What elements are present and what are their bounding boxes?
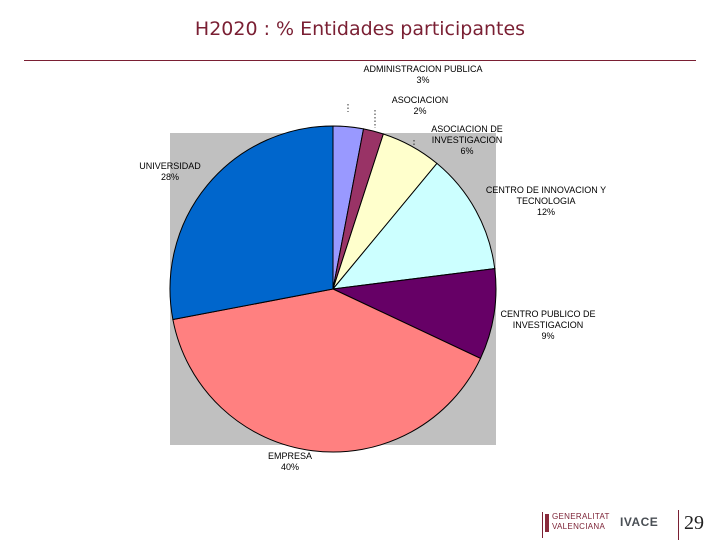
title-divider: [24, 60, 696, 61]
footer-divider-right: [678, 510, 679, 540]
slice-label: ASOCIACION 2%: [392, 95, 449, 116]
slice-label: UNIVERSIDAD 28%: [139, 161, 201, 182]
slice-label: EMPRESA 40%: [268, 451, 312, 472]
page-number: 29: [684, 512, 704, 534]
footer-divider-left: [542, 512, 543, 538]
pie-chart: ADMINISTRACION PUBLICA 3% ASOCIACION 2% ASOC…: [139, 64, 606, 472]
ivace-logo: IVACE: [620, 515, 659, 529]
slice-label: CENTRO PUBLICO DE INVESTIGACION 9%: [500, 309, 595, 341]
pie-slice-centro-de-innovacion-y-tecnologia: [331, 162, 496, 290]
generalitat-logo: GENERALITAT VALENCIANA: [552, 512, 610, 531]
pie-slice-empresa: [172, 288, 482, 453]
generalitat-emblem-icon: [545, 514, 549, 532]
pie-slice-centro-publico-de-investigacion: [331, 268, 497, 360]
slice-label: ASOCIACION DE INVESTIGACION 6%: [431, 124, 503, 156]
pie-slice-universidad: [169, 125, 334, 321]
slide-title: H2020 : % Entidades participantes: [194, 18, 526, 40]
slice-label: ADMINISTRACION PUBLICA 3%: [363, 64, 482, 85]
slice-label: CENTRO DE INNOVACION Y TECNOLOGIA 12%: [486, 185, 606, 217]
